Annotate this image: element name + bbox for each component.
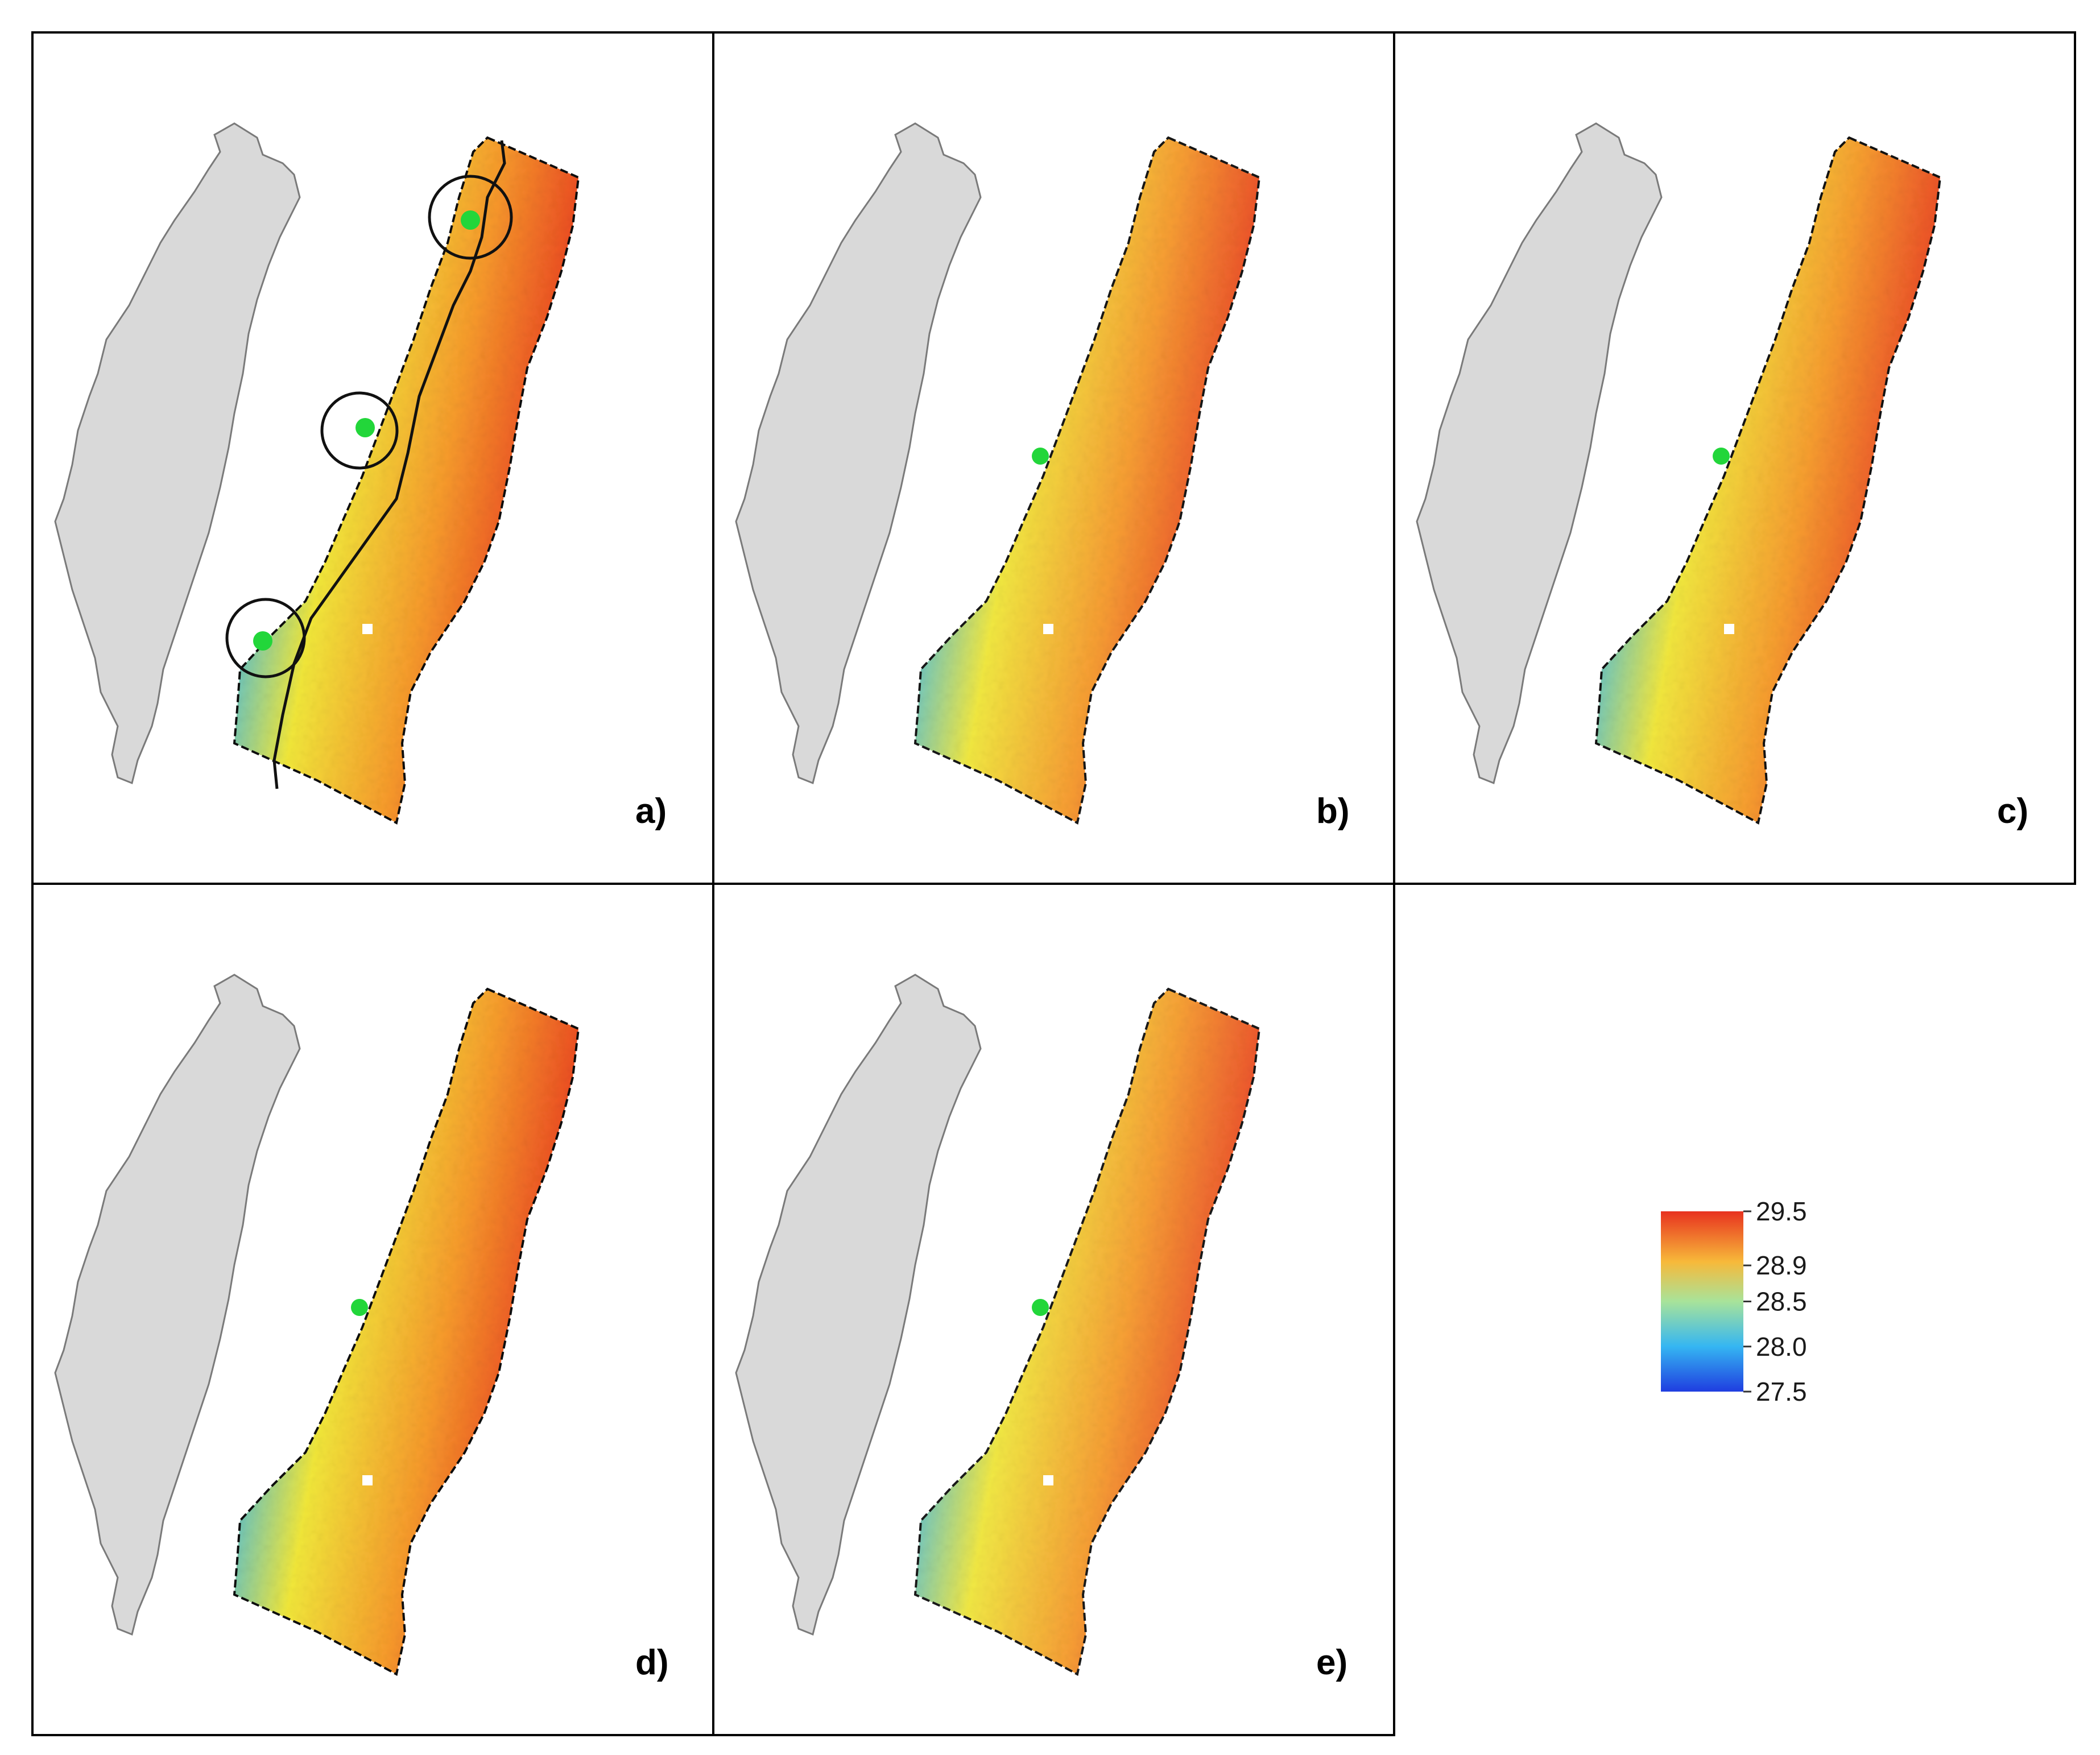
frame-c (1393, 31, 2076, 885)
island-landmass (735, 122, 982, 785)
station-marker (1032, 1299, 1049, 1316)
map-panel: b) (735, 122, 1350, 831)
map-panel: e) (735, 974, 1347, 1682)
panel-label: e) (1316, 1643, 1347, 1682)
island-landmass (54, 974, 301, 1636)
legend-tick-label: 28.5 (1756, 1287, 1807, 1317)
island-landmass (735, 974, 982, 1636)
station-marker (253, 631, 272, 651)
sea-temperature-field (913, 987, 1261, 1677)
panel-label: a) (635, 792, 667, 831)
legend-tick-label: 28.9 (1756, 1251, 1807, 1280)
panel-frames (31, 31, 2076, 1736)
buffer-circle-north (428, 175, 513, 260)
map-panel: a) (54, 122, 667, 831)
no-data-cell (362, 624, 373, 634)
no-data-cell (1043, 1475, 1053, 1485)
zone-divider-line (272, 140, 506, 789)
no-data-cell (362, 1475, 373, 1485)
station-marker (461, 210, 480, 230)
panel-label: b) (1316, 792, 1350, 831)
island-landmass (1416, 122, 1663, 785)
station-marker (1713, 448, 1730, 465)
no-data-cell (1724, 624, 1734, 634)
legend-tick-label: 27.5 (1756, 1377, 1807, 1406)
panel-label: c) (1997, 792, 2028, 831)
map-panel: c) (1416, 122, 2028, 831)
map-panel: d) (54, 974, 669, 1682)
legend-color-bar (1661, 1211, 1743, 1392)
zone-boundaries (225, 140, 513, 789)
island-landmass (54, 122, 301, 785)
station-marker (351, 1299, 368, 1316)
station-marker (355, 418, 375, 437)
sea-temperature-field (913, 136, 1261, 825)
buffer-circle-south (225, 598, 306, 678)
station-marker (1032, 448, 1049, 465)
frame-e (712, 883, 1395, 1736)
sea-temperature-field (1594, 136, 1942, 825)
buffer-circle-middle (320, 391, 399, 470)
legend-tick-label: 28.0 (1756, 1332, 1807, 1361)
legend-ticks: 29.5 28.9 28.5 28.0 27.5 (1743, 1197, 1807, 1406)
panel-label: d) (635, 1643, 669, 1682)
sea-temperature-field (233, 136, 580, 825)
legend-tick-label: 29.5 (1756, 1197, 1807, 1226)
color-legend: 29.5 28.9 28.5 28.0 27.5 (1661, 1197, 1807, 1406)
sea-temperature-field (233, 987, 580, 1677)
map-panels: a) b) c) d) e) (54, 122, 2028, 1682)
no-data-cell (1043, 624, 1053, 634)
